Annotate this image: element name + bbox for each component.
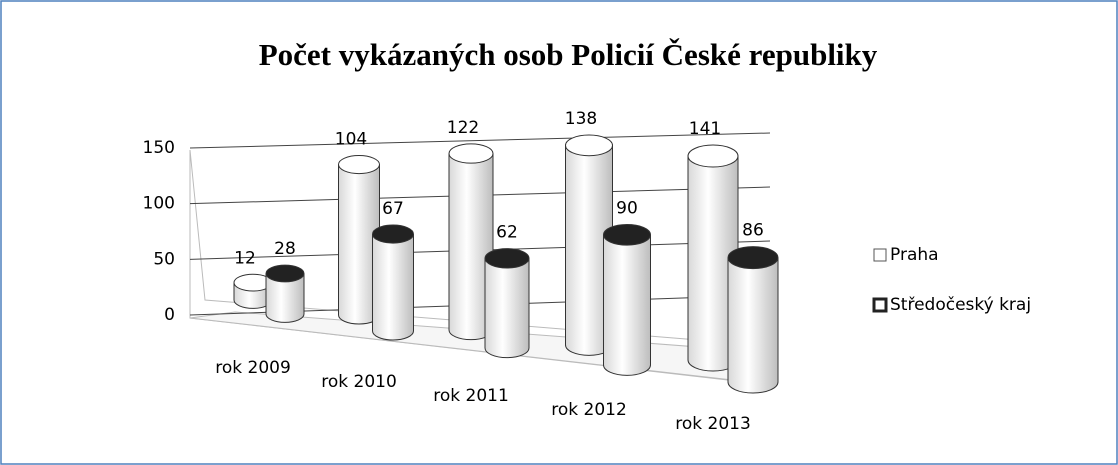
- data-label: 138: [565, 109, 597, 129]
- y-tick-label: 100: [143, 194, 175, 214]
- y-tick-label: 50: [153, 249, 175, 269]
- y-tick-label: 150: [143, 138, 175, 158]
- data-label: 62: [496, 223, 518, 243]
- cylinder-top: [603, 223, 651, 246]
- cylinder-top: [265, 264, 305, 283]
- cylinder-top: [448, 143, 494, 164]
- x-tick-label: rok 2012: [551, 400, 627, 420]
- data-label: 90: [616, 198, 638, 218]
- data-label: 86: [742, 221, 764, 241]
- legend-label: Středočeský kraj: [890, 295, 1031, 315]
- data-label: 67: [382, 199, 404, 219]
- y-tick-label: 0: [164, 305, 175, 325]
- cylinder-top: [687, 144, 739, 168]
- data-label: 28: [274, 239, 296, 259]
- cylinder-top: [372, 224, 414, 244]
- data-label: 104: [335, 130, 367, 150]
- x-tick-label: rok 2009: [215, 358, 291, 378]
- cylinder-top: [727, 246, 779, 270]
- bar: [485, 258, 529, 348]
- legend-marker: [873, 248, 887, 262]
- x-tick-label: rok 2013: [675, 414, 751, 434]
- data-label: 122: [447, 118, 479, 138]
- data-label: 141: [689, 119, 721, 139]
- data-label: 12: [234, 248, 256, 268]
- chart-title: Počet vykázaných osob Policií České repu…: [259, 37, 878, 72]
- x-tick-label: rok 2011: [433, 386, 509, 406]
- bar: [728, 257, 778, 382]
- cylinder-top: [484, 248, 530, 269]
- legend-label: Praha: [890, 245, 939, 265]
- cylinder-top: [338, 155, 380, 175]
- bar: [372, 234, 414, 331]
- cylinder-top: [565, 134, 613, 157]
- bar: [603, 234, 651, 365]
- legend-marker: [872, 297, 888, 313]
- x-tick-label: rok 2010: [321, 372, 397, 392]
- grid-line: [189, 132, 771, 149]
